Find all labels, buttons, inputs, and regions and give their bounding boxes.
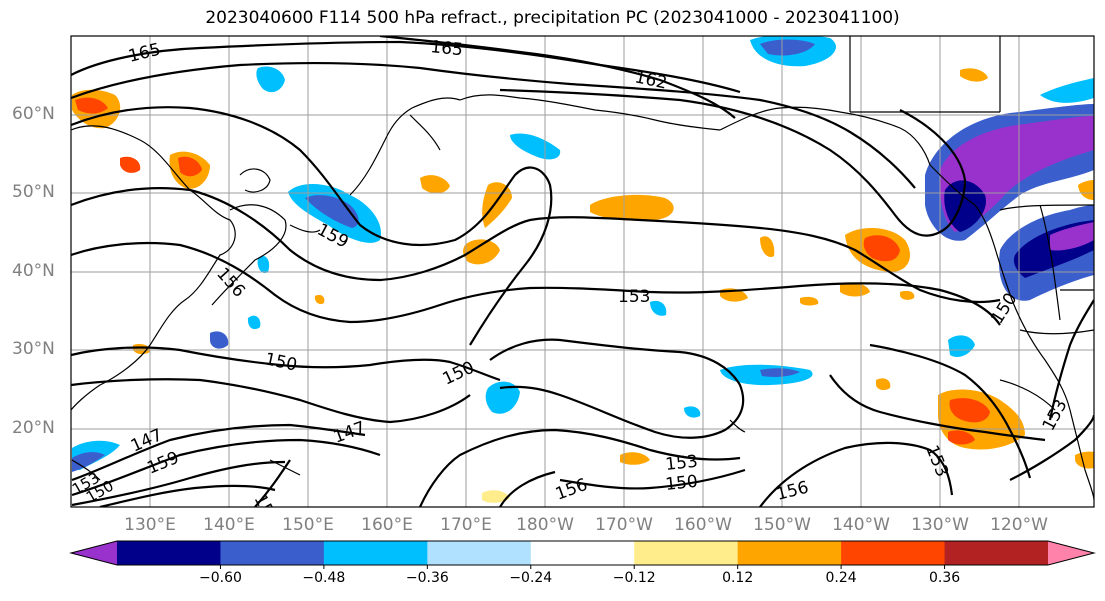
colorbar-extend-max bbox=[1048, 541, 1094, 565]
colorbar-tick-label: −0.36 bbox=[405, 570, 449, 586]
lon-label: 170°E bbox=[440, 515, 492, 535]
colorbar-tick-label: −0.60 bbox=[198, 570, 242, 586]
map-frame bbox=[70, 35, 1095, 508]
map-title: 2023040600 F114 500 hPa refract., precip… bbox=[205, 8, 900, 28]
lon-label: 120°W bbox=[990, 515, 1048, 535]
coastlines bbox=[71, 36, 1094, 501]
colorbar-tick-label: −0.12 bbox=[612, 570, 656, 586]
lon-label: 140°W bbox=[832, 515, 890, 535]
lat-label: 20°N bbox=[12, 418, 55, 438]
lat-label: 60°N bbox=[12, 104, 55, 124]
colorbar-cell bbox=[634, 541, 739, 565]
colorbar-extend-min bbox=[71, 541, 117, 565]
colorbar-tick-label: −0.48 bbox=[302, 570, 346, 586]
lon-label: 160°W bbox=[674, 515, 732, 535]
colorbar-cell bbox=[117, 541, 221, 565]
colorbar-tick-label: 0.12 bbox=[722, 570, 754, 586]
contour-label: 153 bbox=[664, 452, 698, 475]
lon-label: 150°W bbox=[753, 515, 811, 535]
contour-label: 153 bbox=[618, 287, 650, 307]
lon-label: 140°E bbox=[203, 515, 255, 535]
lon-label: 170°W bbox=[595, 515, 653, 535]
lon-label: 150°E bbox=[282, 515, 334, 535]
colorbar-cell bbox=[841, 541, 946, 565]
lat-label: 30°N bbox=[12, 339, 55, 359]
lat-label: 50°N bbox=[12, 182, 55, 202]
colorbar-tick-label: 0.24 bbox=[825, 570, 857, 586]
colorbar-cell bbox=[220, 541, 325, 565]
colorbar-cell bbox=[323, 541, 428, 565]
lon-label: 160°E bbox=[361, 515, 413, 535]
contour-label: 150 bbox=[664, 472, 698, 495]
colorbar-cell bbox=[530, 541, 635, 565]
lon-label: 180°W bbox=[516, 515, 574, 535]
colorbar-cell bbox=[944, 541, 1049, 565]
colorbar-cell bbox=[737, 541, 842, 565]
lon-label: 130°E bbox=[124, 515, 176, 535]
colorbar-cell bbox=[427, 541, 532, 565]
lat-label: 40°N bbox=[12, 261, 55, 281]
height-contours bbox=[71, 36, 1094, 507]
contour-label: 165 bbox=[429, 37, 463, 60]
colorbar-tick-label: 0.36 bbox=[928, 570, 961, 586]
colorbar-tick-label: −0.24 bbox=[509, 570, 553, 586]
lon-label: 130°W bbox=[911, 515, 969, 535]
